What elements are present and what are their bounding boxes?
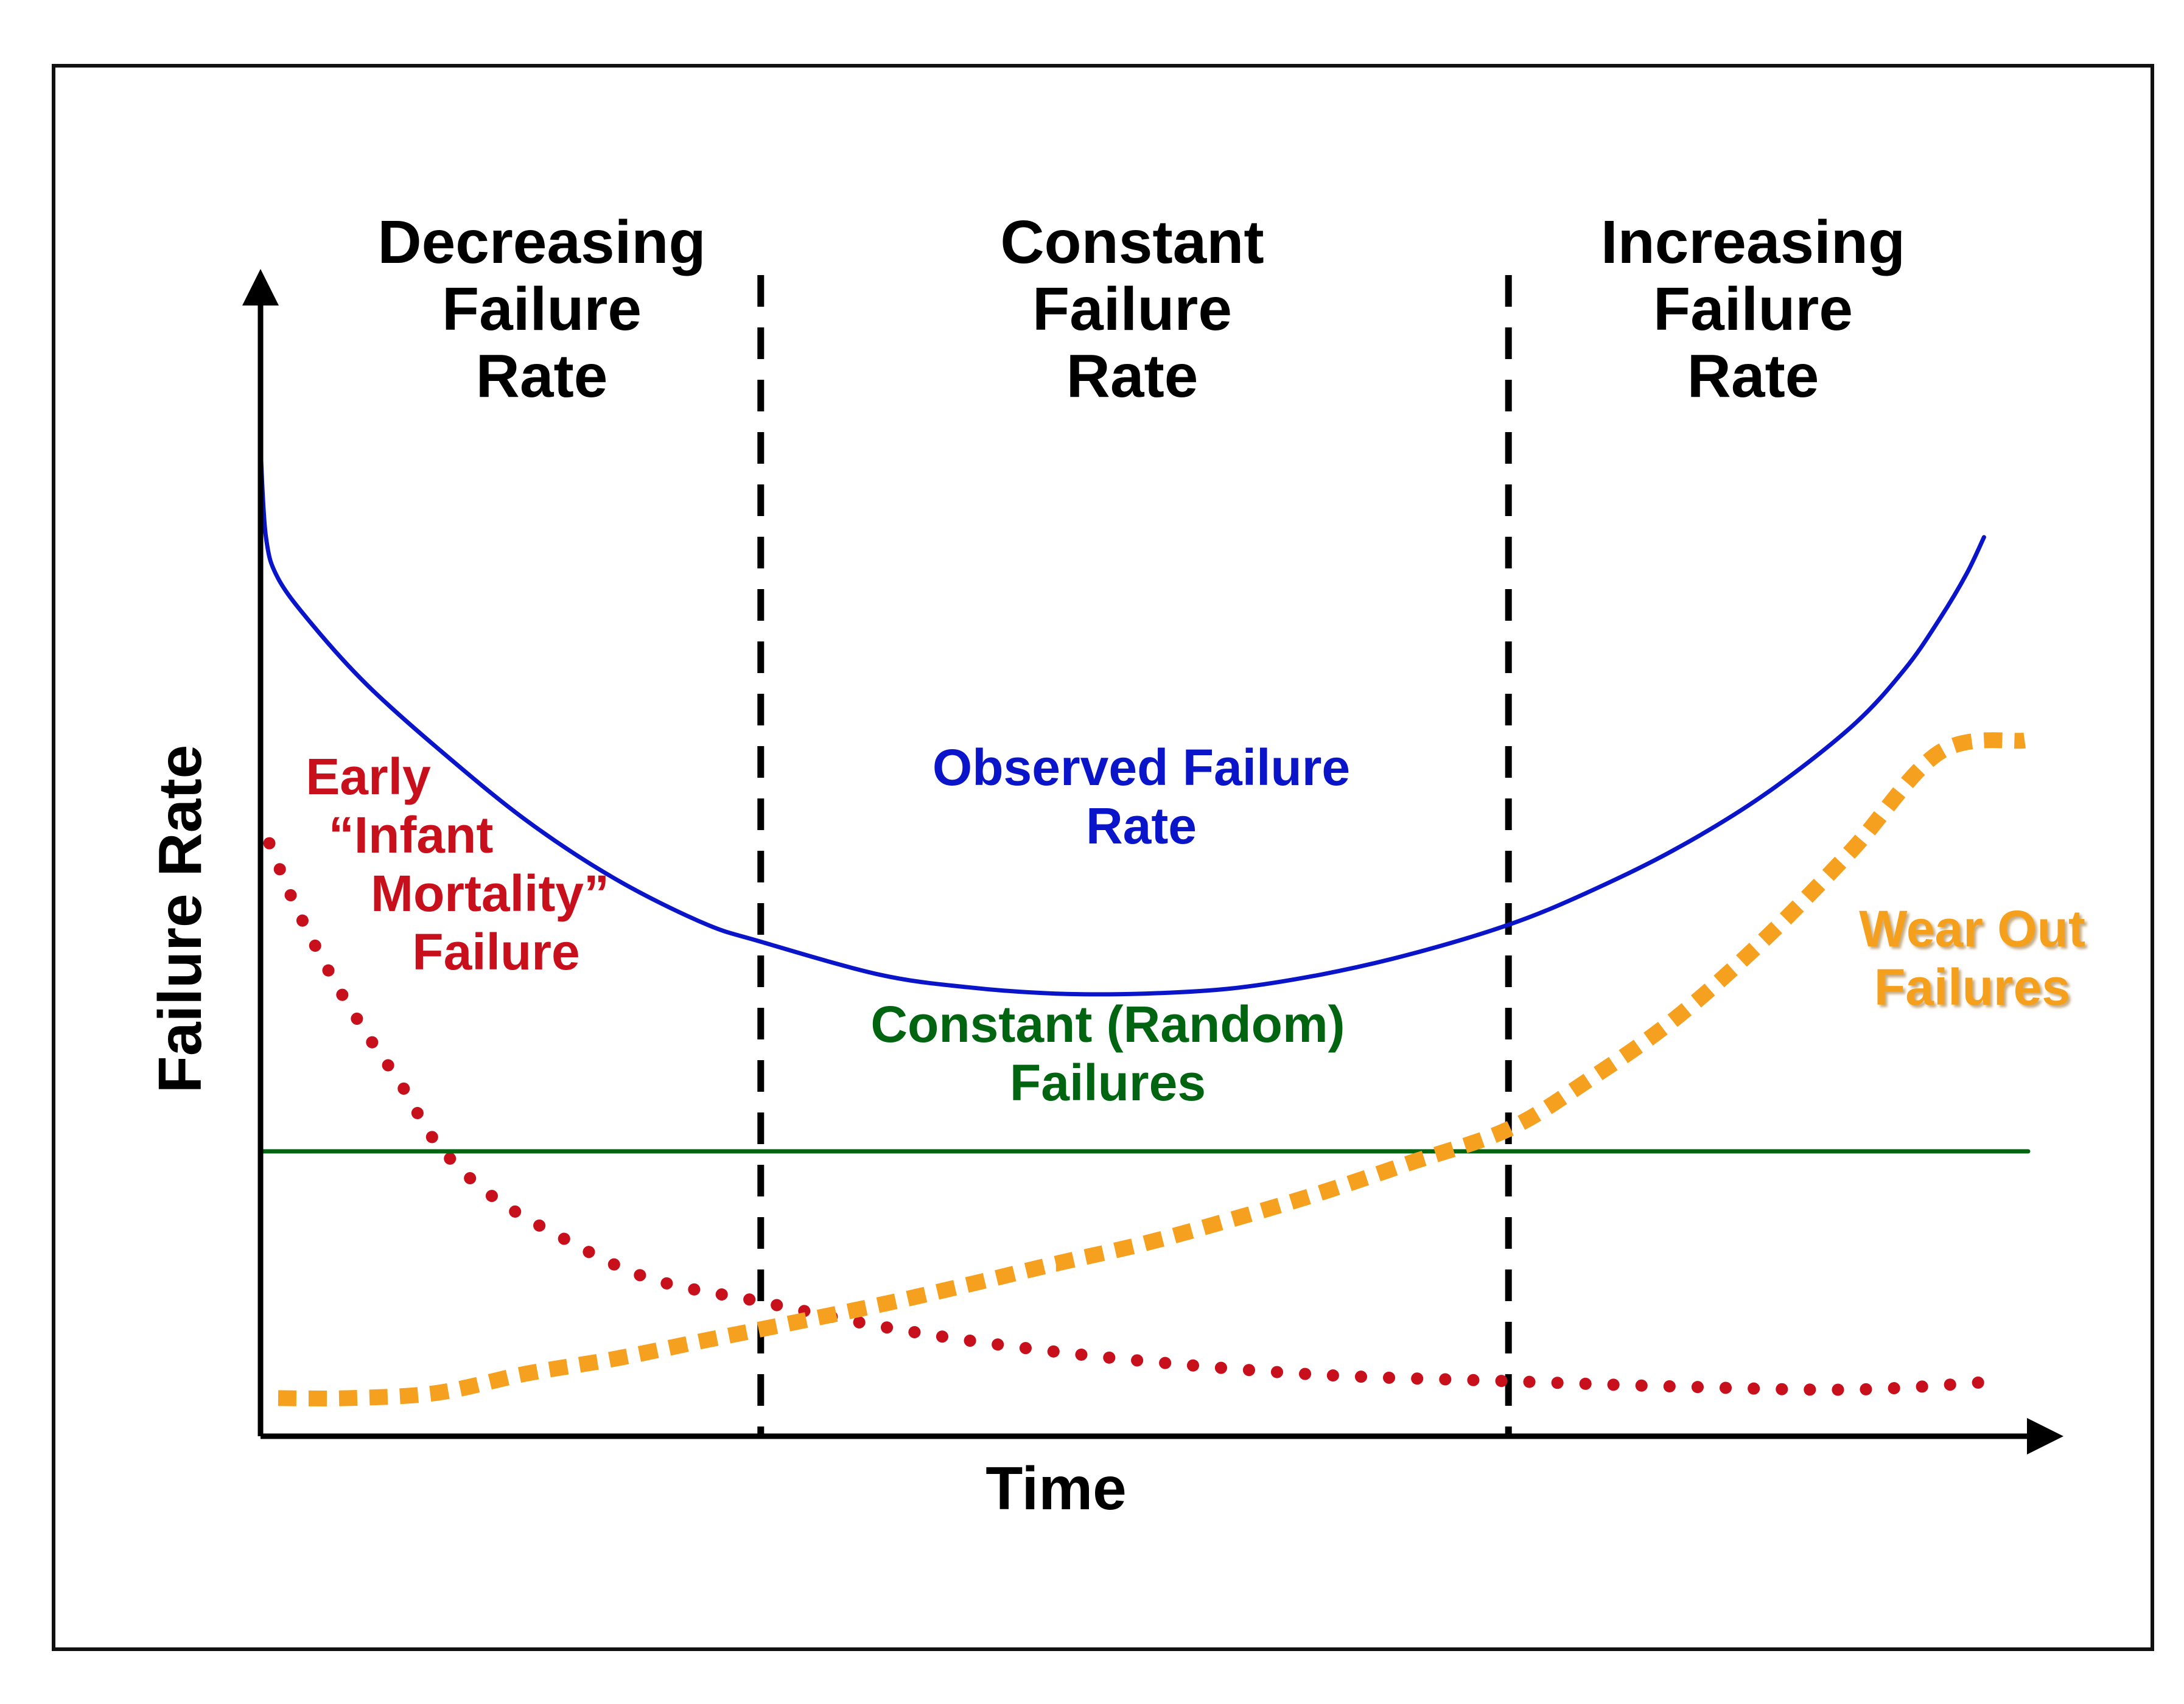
region-label-line: Constant <box>1000 208 1264 276</box>
series-label-constant-random: Constant (Random) Failures <box>870 996 1345 1111</box>
series-label-line: Observed Failure <box>933 739 1350 796</box>
region-label-line: Failure <box>442 275 642 343</box>
outer-frame <box>52 64 2154 1651</box>
series-label-wear-out: Wear Out Failures <box>1859 900 2085 1016</box>
series-label-line: Failures <box>1010 1054 1206 1111</box>
series-label-line: Early <box>306 748 431 805</box>
series-label-observed-failure-rate: Observed Failure Rate <box>933 739 1350 854</box>
region-label-line: Rate <box>1687 342 1819 410</box>
region-label-decreasing: Decreasing Failure Rate <box>377 208 705 410</box>
axes <box>242 269 2063 1454</box>
region-label-line: Failure <box>1032 275 1232 343</box>
region-boundaries <box>757 275 1512 1436</box>
series-labels: Observed Failure Rate Early “Infant Mortalit… <box>306 739 2085 1111</box>
series-label-line: Mortality” <box>371 865 609 922</box>
series-label-line: Constant (Random) <box>870 996 1345 1053</box>
series-label-line: “Infant <box>329 806 494 864</box>
series-line-observed-failure-rate <box>258 446 1986 997</box>
x-axis-label: Time <box>985 1454 1127 1523</box>
region-label-line: Decreasing <box>377 208 705 276</box>
region-label-constant: Constant Failure Rate <box>1000 208 1264 410</box>
series-lines <box>258 446 2031 1407</box>
region-label-line: Increasing <box>1601 208 1905 276</box>
region-label-line: Rate <box>476 342 608 410</box>
x-axis-arrow-icon <box>2027 1418 2063 1454</box>
series-label-line: Failure <box>412 923 579 980</box>
series-label-line: Failures <box>1874 958 2070 1016</box>
y-axis-arrow-icon <box>242 269 279 306</box>
region-label-line: Rate <box>1066 342 1199 410</box>
region-label-increasing: Increasing Failure Rate <box>1601 208 1905 410</box>
region-label-line: Failure <box>1653 275 1853 343</box>
series-label-infant-mortality: Early “Infant Mortality” Failure <box>306 748 609 980</box>
y-axis-label: Failure Rate <box>146 745 214 1093</box>
series-label-line: Wear Out <box>1859 900 2085 957</box>
series-label-line: Rate <box>1086 797 1197 854</box>
